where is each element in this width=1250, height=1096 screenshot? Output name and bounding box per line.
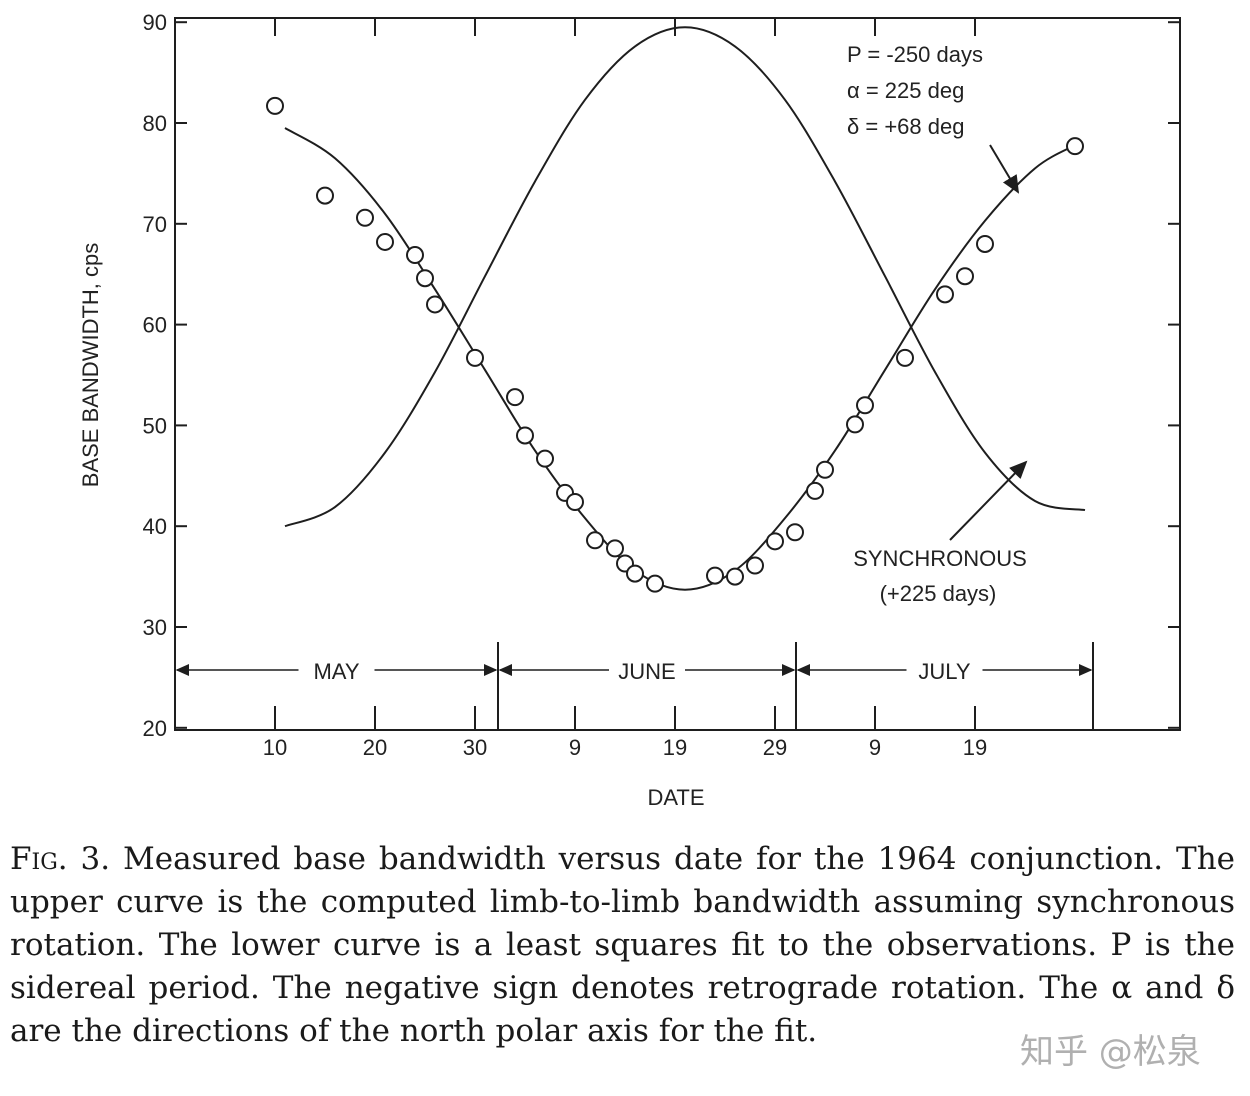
x-tick-label: 20 [363, 735, 387, 760]
x-tick-label: 9 [569, 735, 581, 760]
observation-point [466, 348, 484, 367]
month-label: JULY [918, 659, 970, 684]
figure-caption: Fig. 3. Measured base bandwidth versus d… [10, 838, 1235, 1053]
bandwidth-chart: 20 30 40 50 60 70 80 90 10 20 30 9 19 29 9 19 MAY JUNE J… [78, 10, 1181, 810]
x-axis-label: DATE [647, 785, 704, 810]
observation-point [426, 295, 444, 314]
observation-point [806, 481, 824, 500]
month-label: JUNE [618, 659, 675, 684]
y-tick-label: 80 [143, 111, 167, 136]
observation-point [266, 96, 284, 115]
y-tick-label: 50 [143, 413, 167, 438]
y-tick-label: 70 [143, 212, 167, 237]
observation-point [726, 567, 744, 586]
x-tick-label: 30 [463, 735, 487, 760]
x-tick-label: 29 [763, 735, 787, 760]
observation-point [936, 285, 954, 304]
observation-point [316, 186, 334, 205]
observation-point [976, 234, 994, 253]
observation-point [606, 539, 624, 558]
observation-point [786, 523, 804, 542]
observation-point [566, 493, 584, 512]
y-tick-label: 60 [143, 313, 167, 338]
x-tick-label: 9 [869, 735, 881, 760]
observation-point [516, 426, 534, 445]
observation-point [706, 566, 724, 585]
y-tick-label: 40 [143, 514, 167, 539]
observation-point [766, 532, 784, 551]
synchronous-days-label: (+225 days) [880, 581, 997, 606]
observation-point [376, 232, 394, 251]
observation-point [896, 348, 914, 367]
y-tick-label: 30 [143, 615, 167, 640]
fit-curve [284, 127, 1076, 591]
observation-point [586, 531, 604, 550]
synchronous-curve [284, 26, 1086, 528]
synchronous-label: SYNCHRONOUS [853, 546, 1027, 571]
watermark: 知乎 @松泉 [1020, 1032, 1201, 1072]
observation-point [856, 396, 874, 415]
month-label: MAY [313, 659, 359, 684]
y-axis-label: BASE BANDWIDTH, cps [78, 243, 103, 487]
x-tick-label: 19 [963, 735, 987, 760]
observation-point [356, 208, 374, 227]
observation-point [416, 269, 434, 288]
observation-point [536, 449, 554, 468]
x-tick-label: 10 [263, 735, 287, 760]
observation-point [506, 388, 524, 407]
plot-frame [174, 17, 1181, 731]
x-tick-label: 19 [663, 735, 687, 760]
observation-point [646, 574, 664, 593]
param-delta: δ = +68 deg [847, 114, 964, 139]
param-alpha: α = 225 deg [847, 78, 964, 103]
observation-point [956, 267, 974, 286]
observation-point [746, 556, 764, 575]
observation-point [816, 460, 834, 479]
synchronous-pointer-arrow [949, 460, 1028, 541]
y-tick-label: 90 [143, 10, 167, 35]
fit-pointer-arrow [989, 144, 1020, 194]
figure-number: Fig. 3. [10, 841, 111, 877]
observation-point [1066, 137, 1084, 156]
observation-point [846, 415, 864, 434]
y-tick-label: 20 [143, 716, 167, 741]
param-p: P = -250 days [847, 42, 983, 67]
observation-point [406, 246, 424, 265]
observation-point [626, 564, 644, 583]
caption-text: Measured base bandwidth versus date for … [10, 841, 1236, 1049]
